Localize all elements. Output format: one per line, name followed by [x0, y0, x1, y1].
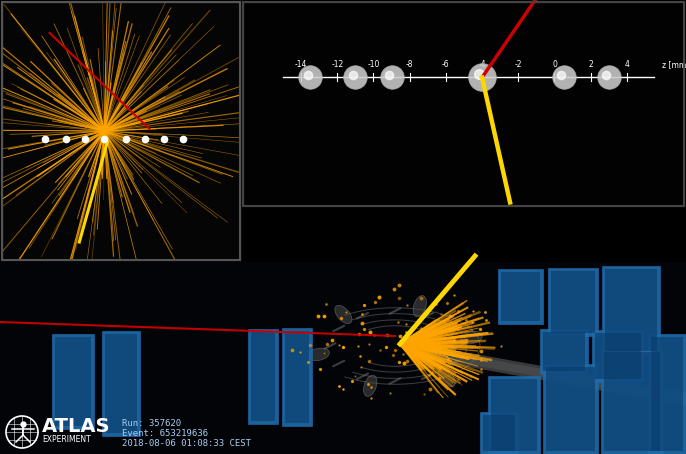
FancyArrowPatch shape — [422, 313, 433, 318]
Text: -6: -6 — [442, 60, 450, 69]
Text: 2: 2 — [589, 60, 593, 69]
FancyArrowPatch shape — [357, 313, 368, 318]
Bar — [651, 337, 683, 451]
Text: -12: -12 — [331, 60, 344, 69]
FancyArrowPatch shape — [390, 378, 401, 384]
FancyArrowPatch shape — [333, 326, 344, 331]
FancyArrowPatch shape — [357, 374, 368, 379]
Ellipse shape — [413, 296, 427, 317]
Bar — [251, 332, 275, 421]
Bar — [501, 272, 540, 321]
Text: -10: -10 — [367, 60, 379, 69]
FancyArrowPatch shape — [446, 361, 457, 366]
Text: Run: 357620: Run: 357620 — [122, 419, 181, 429]
Bar — [52, 334, 94, 429]
Bar — [102, 331, 140, 436]
Bar — [595, 333, 641, 379]
Ellipse shape — [438, 368, 456, 387]
Text: 0: 0 — [552, 60, 557, 69]
Bar — [602, 266, 660, 354]
FancyArrowPatch shape — [422, 374, 433, 379]
Text: 2018-08-06 01:08:33 CEST: 2018-08-06 01:08:33 CEST — [122, 439, 251, 449]
Bar — [285, 331, 309, 423]
Bar — [488, 376, 540, 454]
Text: ATLAS: ATLAS — [42, 418, 110, 436]
Bar — [480, 412, 518, 454]
Text: EXPERIMENT: EXPERIMENT — [42, 435, 91, 444]
Bar — [540, 329, 588, 374]
Bar — [548, 268, 598, 336]
Ellipse shape — [335, 306, 352, 324]
Bar — [491, 379, 537, 451]
Bar — [55, 337, 91, 426]
Bar — [648, 334, 686, 454]
Text: -8: -8 — [406, 60, 414, 69]
FancyArrowPatch shape — [390, 308, 401, 314]
Bar — [282, 328, 312, 426]
Ellipse shape — [364, 375, 377, 396]
Text: -14: -14 — [295, 60, 307, 69]
Text: Event: 653219636: Event: 653219636 — [122, 429, 208, 439]
FancyArrowPatch shape — [455, 343, 466, 349]
Bar — [604, 352, 660, 451]
Bar — [0, 262, 686, 454]
Bar — [601, 349, 663, 454]
Bar — [543, 332, 585, 371]
Ellipse shape — [308, 348, 329, 360]
Ellipse shape — [460, 331, 482, 344]
FancyArrowPatch shape — [324, 343, 335, 349]
Bar — [546, 367, 595, 451]
Bar — [2, 2, 240, 260]
Bar — [498, 269, 543, 324]
Text: -2: -2 — [514, 60, 522, 69]
Bar — [248, 329, 278, 424]
FancyArrowPatch shape — [446, 326, 457, 331]
Text: z [mm]: z [mm] — [662, 60, 686, 69]
Bar — [2, 2, 240, 260]
Text: 4: 4 — [624, 60, 629, 69]
Bar — [605, 269, 657, 351]
Bar — [105, 334, 137, 433]
Bar — [592, 330, 644, 382]
Text: -4: -4 — [478, 60, 486, 69]
Bar — [483, 415, 515, 451]
Bar — [551, 271, 595, 333]
Bar — [543, 364, 598, 454]
FancyArrowPatch shape — [333, 361, 344, 366]
Bar — [243, 2, 684, 206]
Bar — [243, 2, 684, 206]
